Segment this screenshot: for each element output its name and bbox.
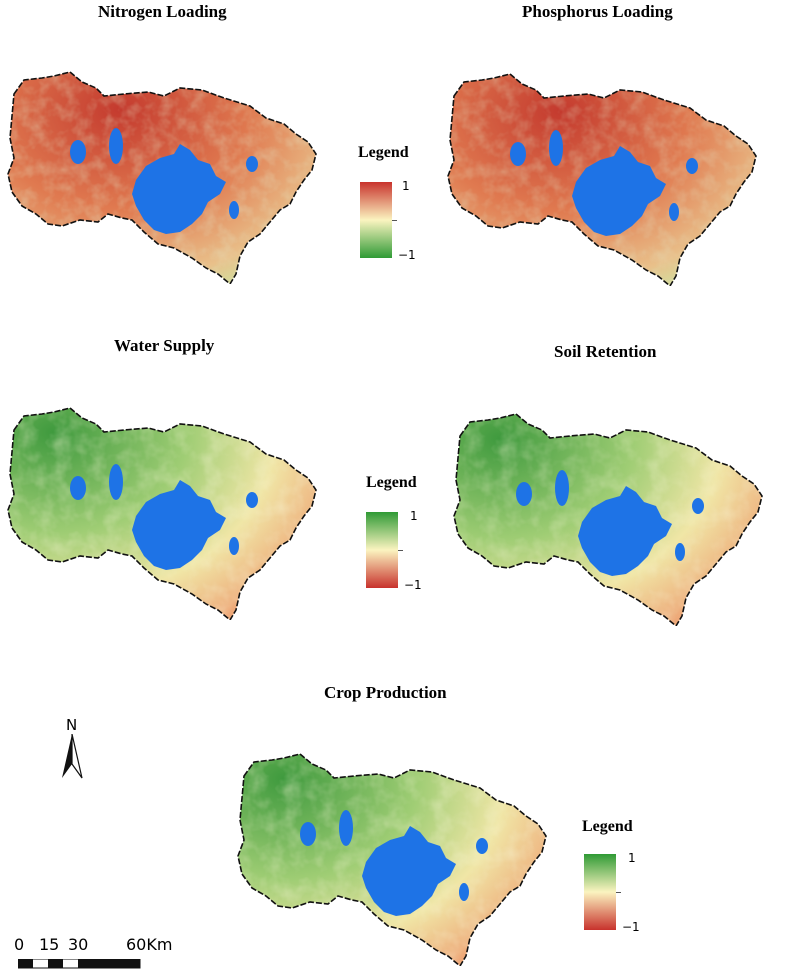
map-title-nitrogen: Nitrogen Loading xyxy=(98,2,227,21)
legend-min-label-3: −1 xyxy=(622,920,640,934)
north-arrow: N xyxy=(58,716,90,780)
north-arrow-icon xyxy=(62,734,83,779)
scale-label-30: 30 xyxy=(68,935,89,954)
map-soil-retention xyxy=(450,376,780,626)
legend-colorbar-3 xyxy=(584,854,616,930)
legend-min-label-2: −1 xyxy=(404,578,422,592)
north-label: N xyxy=(66,716,78,734)
map-crop-production xyxy=(234,716,564,966)
legend-min-label-1: −1 xyxy=(398,248,416,262)
map-title-soil-retention: Soil Retention xyxy=(554,342,657,361)
legend-mid-tick-2 xyxy=(398,550,403,551)
legend-max-label-1: 1 xyxy=(402,179,410,193)
map-water-supply xyxy=(4,370,334,620)
legend-title-2: Legend xyxy=(366,474,417,491)
scale-label-15: 15 xyxy=(39,935,60,954)
map-phosphorus-loading xyxy=(444,36,774,286)
legend-max-label-2: 1 xyxy=(410,509,418,523)
scale-bar: 0 15 30 60Km xyxy=(14,935,184,971)
scale-label-60km: 60Km xyxy=(126,935,173,954)
legend-mid-tick-1 xyxy=(392,220,397,221)
legend-title-3: Legend xyxy=(582,818,633,835)
legend-colorbar-1 xyxy=(360,182,392,258)
scale-bar-graphic xyxy=(18,959,141,969)
map-nitrogen-loading xyxy=(4,34,334,284)
legend-max-label-3: 1 xyxy=(628,851,636,865)
scale-label-0: 0 xyxy=(14,935,25,954)
map-title-water-supply: Water Supply xyxy=(114,336,215,355)
legend-colorbar-2 xyxy=(366,512,398,588)
map-title-crop-production: Crop Production xyxy=(324,683,447,702)
legend-title-1: Legend xyxy=(358,144,409,161)
map-title-phosphorus: Phosphorus Loading xyxy=(522,2,673,21)
legend-mid-tick-3 xyxy=(616,892,621,893)
